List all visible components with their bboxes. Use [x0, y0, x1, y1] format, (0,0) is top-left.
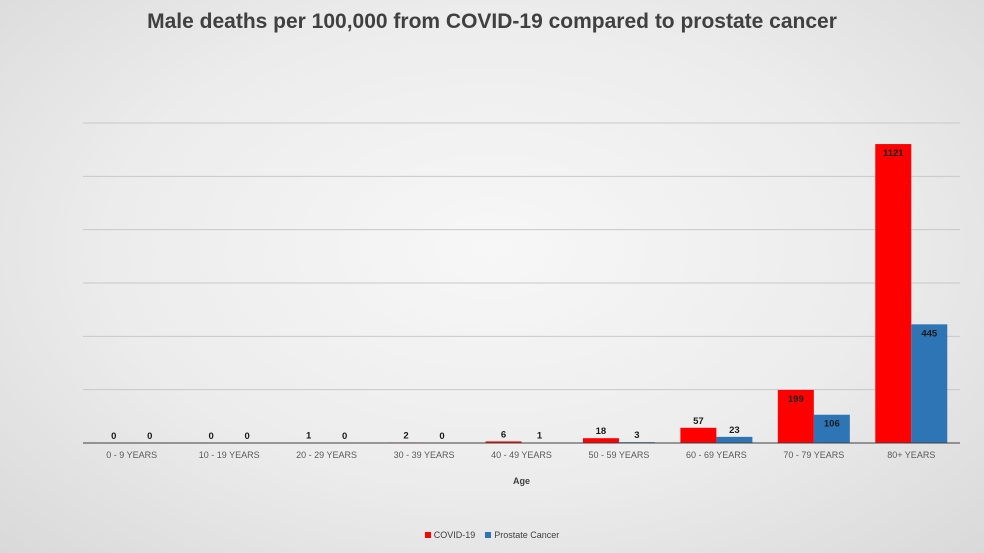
- legend-item-prostate: Prostate Cancer: [485, 530, 559, 540]
- bars-group: [290, 144, 948, 444]
- data-label-prostate: 0: [245, 431, 250, 442]
- chart-title: Male deaths per 100,000 from COVID-19 co…: [147, 10, 837, 33]
- x-tick-label: 10 - 19 YEARS: [199, 450, 260, 460]
- legend-label-covid: COVID-19: [433, 530, 476, 540]
- data-label-prostate: 3: [634, 430, 639, 441]
- x-tick-label: 40 - 49 YEARS: [491, 450, 552, 460]
- legend: COVID-19 Prostate Cancer: [0, 530, 984, 540]
- gridlines: [83, 122, 960, 391]
- data-label-covid: 2: [403, 430, 408, 441]
- x-tick-label: 60 - 69 YEARS: [686, 450, 747, 460]
- x-tick-labels-group: 0 - 9 YEARS 10 - 19 YEARS 20 - 29 YEARS 30 …: [106, 450, 935, 460]
- bar-covid: [875, 144, 912, 444]
- x-tick-label: 20 - 29 YEARS: [296, 450, 357, 460]
- bar-covid: [582, 438, 619, 443]
- data-label-covid: 0: [111, 431, 116, 442]
- data-label-covid: 1121: [883, 148, 904, 159]
- legend-swatch-covid: [424, 532, 431, 538]
- legend-swatch-prostate: [485, 532, 492, 538]
- data-labels-group: 0 0 0 0 1 0 2 0 6 1 18 3 57 23 199 106 1121 445: [111, 148, 938, 442]
- data-label-prostate: 0: [147, 431, 152, 442]
- bar-covid: [680, 427, 717, 443]
- data-label-covid: 57: [693, 416, 704, 427]
- legend-label-prostate: Prostate Cancer: [494, 530, 560, 540]
- x-tick-label: 70 - 79 YEARS: [783, 450, 844, 460]
- data-label-prostate: 23: [729, 425, 740, 436]
- x-tick-label: 50 - 59 YEARS: [589, 450, 650, 460]
- x-tick-label: 80+ YEARS: [887, 450, 935, 460]
- x-axis-title: Age: [513, 476, 530, 486]
- data-label-prostate: 445: [921, 328, 938, 339]
- legend-item-covid: COVID-19: [424, 530, 476, 540]
- data-label-prostate: 1: [537, 431, 543, 442]
- data-label-prostate: 106: [824, 419, 840, 430]
- bar-prostate: [813, 414, 850, 443]
- data-label-prostate: 0: [439, 431, 444, 442]
- data-label-prostate: 0: [342, 431, 347, 442]
- x-tick-label: 0 - 9 YEARS: [106, 450, 157, 460]
- data-label-covid: 1: [306, 431, 312, 442]
- bar-covid: [777, 389, 814, 443]
- data-label-covid: 0: [209, 431, 214, 442]
- bar-prostate: [911, 324, 948, 443]
- x-tick-label: 30 - 39 YEARS: [394, 450, 455, 460]
- data-label-covid: 6: [501, 429, 506, 440]
- data-label-covid: 199: [788, 394, 804, 405]
- data-label-covid: 18: [596, 426, 607, 437]
- bar-covid: [485, 441, 522, 443]
- bar-prostate: [716, 436, 753, 443]
